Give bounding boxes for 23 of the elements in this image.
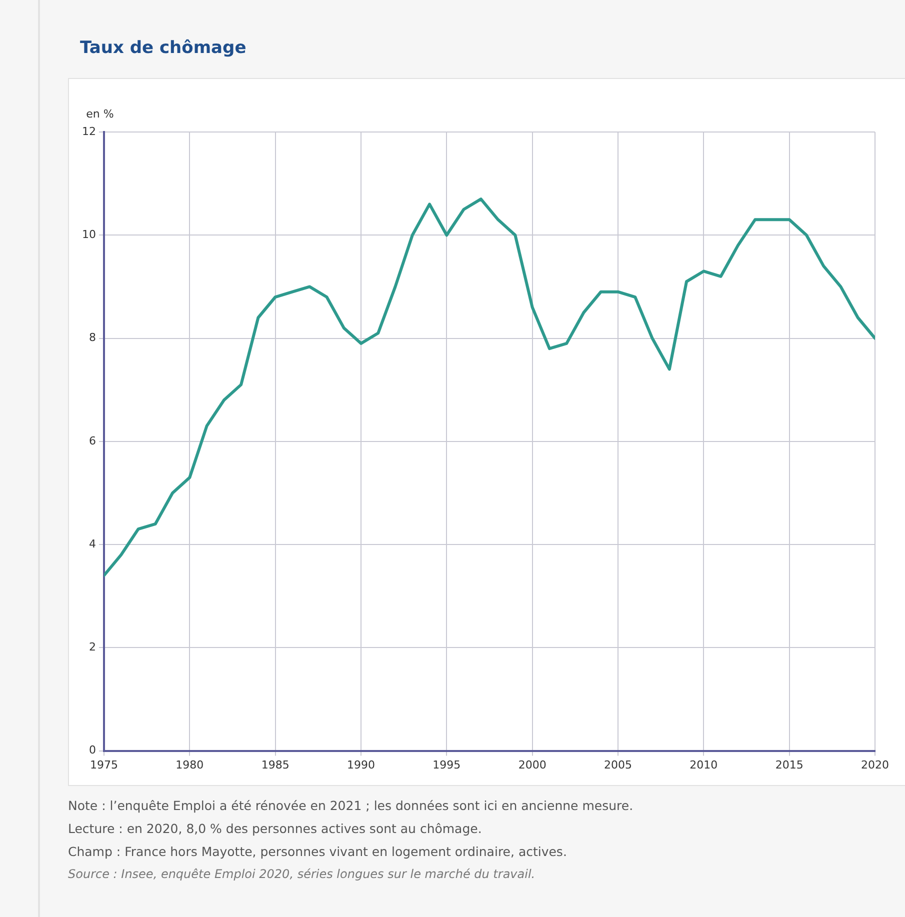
y-tick-label: 12 bbox=[82, 124, 96, 138]
y-tick-label: 0 bbox=[88, 744, 96, 757]
x-tick-label: 1995 bbox=[432, 758, 461, 772]
x-tick-label: 2000 bbox=[518, 758, 546, 772]
text: Champ : France hors Mayotte, personnes vivant en logement ordinaire, actives. bbox=[68, 843, 568, 861]
x-tick-label: 1990 bbox=[347, 758, 375, 772]
y-tick-label: 10 bbox=[82, 228, 96, 241]
x-tick-label: 1980 bbox=[176, 758, 204, 772]
y-tick-label: 2 bbox=[88, 640, 96, 654]
source-note: Source : Insee, enquête Emploi 2020, séries longues sur le marché du travail. bbox=[68, 866, 536, 883]
chart-title: Taux de chômage bbox=[80, 38, 246, 58]
y-tick-label: 6 bbox=[88, 434, 96, 448]
x-tick-label: 2020 bbox=[861, 758, 889, 772]
x-tick-label: 1975 bbox=[90, 758, 118, 772]
y-tick-label: 8 bbox=[88, 331, 96, 344]
x-tick-label: 2005 bbox=[604, 758, 632, 772]
y-tick-label: 4 bbox=[88, 537, 96, 550]
x-tick-label: 2015 bbox=[775, 758, 804, 772]
y-axis-title: en % bbox=[86, 107, 114, 120]
text: Lecture : en 2020, 8,0 % des personnes actives sont au chômage. bbox=[68, 820, 483, 838]
text: Note : l’enquête Emploi a été rénovée en 2021 ; les données sont ici en ancienne mesure. bbox=[68, 797, 634, 815]
x-tick-label: 1985 bbox=[261, 758, 290, 772]
x-tick-label: 2010 bbox=[690, 758, 718, 772]
